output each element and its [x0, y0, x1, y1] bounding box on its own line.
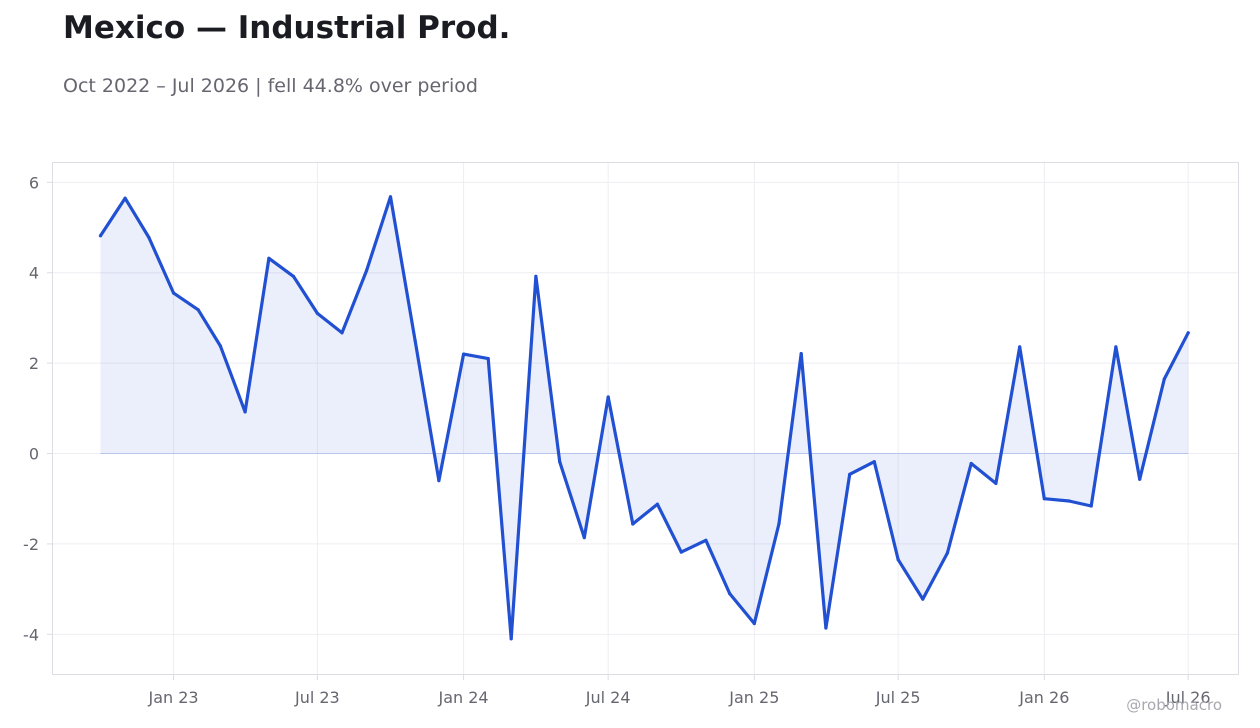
- data-point: [1067, 499, 1071, 503]
- data-point: [243, 410, 247, 414]
- data-point: [365, 268, 369, 273]
- data-point: [1018, 345, 1022, 349]
- x-tick-label: Jul 24: [585, 688, 631, 707]
- data-point: [340, 331, 344, 335]
- data-line: [98, 195, 1190, 641]
- data-point: [267, 256, 271, 260]
- x-tick-label: Jan 26: [1018, 688, 1069, 707]
- x-tick-label: Jul 26: [1165, 688, 1211, 707]
- plot-frame: [52, 162, 1239, 675]
- data-point: [752, 621, 756, 626]
- data-point: [631, 522, 635, 526]
- credit-watermark: @robomacro: [1126, 696, 1222, 714]
- data-point: [606, 395, 610, 399]
- data-point: [969, 461, 973, 466]
- data-point: [315, 311, 319, 315]
- data-point: [655, 502, 660, 506]
- data-point: [462, 352, 466, 356]
- y-tick-label: 2: [29, 354, 39, 373]
- data-point: [413, 338, 417, 343]
- data-point: [896, 558, 900, 562]
- data-point: [388, 195, 393, 199]
- y-tick-label: -2: [23, 535, 39, 554]
- data-point: [994, 481, 998, 485]
- chart-title: Mexico — Industrial Prod.: [63, 10, 511, 46]
- grid-lines: [52, 162, 1239, 675]
- data-point: [437, 479, 441, 483]
- data-point: [824, 626, 828, 630]
- data-point: [679, 550, 683, 554]
- y-tick-label: 4: [29, 264, 39, 283]
- data-point: [123, 196, 127, 200]
- x-axis: Jan 23 Jul 23 Jan 24 Jul 24 Jan 25 Jul 25 Jan …: [148, 675, 1211, 707]
- data-point: [582, 536, 586, 540]
- data-point: [172, 291, 176, 295]
- data-point: [1162, 377, 1166, 381]
- data-point: [1042, 497, 1046, 501]
- data-point: [98, 234, 103, 238]
- x-tick-label: Jan 23: [148, 688, 199, 707]
- data-point: [848, 472, 852, 476]
- data-point: [1089, 504, 1093, 508]
- data-point: [1138, 477, 1142, 481]
- data-point: [218, 344, 222, 348]
- data-point: [728, 592, 732, 596]
- data-point: [291, 274, 296, 278]
- data-points: [98, 195, 1190, 641]
- x-tick-label: Jul 23: [294, 688, 340, 707]
- y-axis: 6 4 2 0 -2 -4: [23, 173, 52, 644]
- data-point: [872, 460, 876, 464]
- data-point: [558, 460, 562, 464]
- data-point: [1114, 345, 1118, 349]
- x-tick-label: Jul 25: [875, 688, 921, 707]
- data-point: [534, 274, 538, 278]
- data-point: [196, 308, 200, 312]
- y-tick-label: 0: [29, 445, 39, 464]
- data-point: [147, 235, 151, 240]
- data-point: [486, 357, 490, 361]
- data-point: [945, 551, 950, 555]
- y-tick-label: -4: [23, 625, 39, 644]
- x-tick-label: Jan 24: [438, 688, 489, 707]
- y-tick-label: 6: [29, 173, 39, 192]
- area-fill: [100, 196, 1189, 639]
- data-point: [777, 522, 781, 526]
- data-point: [1186, 331, 1190, 335]
- chart-subtitle: Oct 2022 – Jul 2026 | fell 44.8% over pe…: [63, 75, 478, 97]
- data-point: [509, 637, 513, 641]
- x-tick-label: Jan 25: [728, 688, 779, 707]
- data-point: [704, 538, 708, 542]
- data-point: [921, 597, 925, 601]
- data-point: [799, 352, 803, 356]
